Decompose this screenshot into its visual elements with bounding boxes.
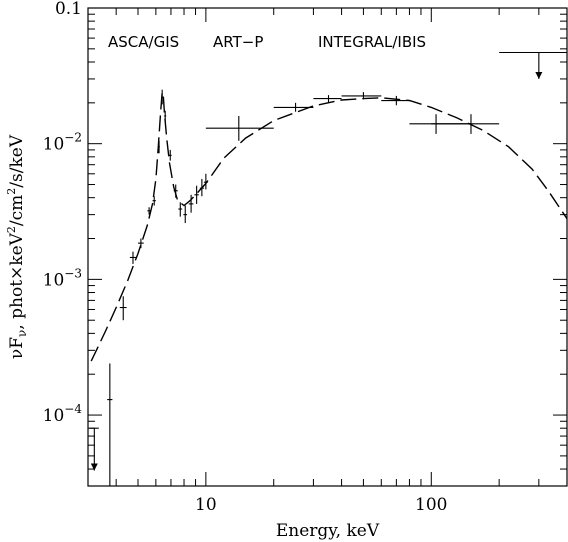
data-point bbox=[313, 95, 342, 103]
y-tick-label: 0.1 bbox=[55, 0, 82, 19]
y-axis-label-part: 2 bbox=[5, 188, 18, 195]
x-tick-label: 100 bbox=[415, 495, 447, 515]
data-point bbox=[152, 196, 156, 206]
data-points-layer bbox=[89, 51, 567, 486]
data-point bbox=[168, 149, 172, 161]
down-arrow-icon bbox=[90, 463, 98, 471]
data-point bbox=[203, 173, 208, 190]
data-point bbox=[129, 251, 137, 264]
data-point bbox=[273, 102, 314, 112]
model-curve-layer bbox=[90, 91, 568, 362]
tick-labels-layer: 10 100 0.1 10−2 10−3 10−4 bbox=[43, 0, 448, 515]
data-point bbox=[158, 140, 160, 154]
data-point bbox=[341, 92, 382, 100]
y-axis-label-part: /s/keV bbox=[7, 134, 27, 188]
y-axis-label: νFν, phot×keV2/cm2/s/keV bbox=[5, 134, 29, 359]
annotation-art-p: ART−P bbox=[213, 33, 263, 51]
data-point bbox=[205, 115, 274, 141]
upper-limit bbox=[89, 427, 99, 471]
data-point bbox=[161, 89, 164, 105]
plot-frame bbox=[87, 7, 568, 487]
y-axis-label-part: , phot×keV bbox=[7, 232, 27, 329]
data-point bbox=[107, 363, 113, 486]
x-tick-label: 10 bbox=[195, 495, 217, 515]
y-tick-label: 10−3 bbox=[43, 266, 82, 290]
data-point bbox=[199, 178, 204, 197]
down-arrow-icon bbox=[535, 71, 543, 79]
data-point bbox=[194, 185, 199, 204]
upper-limit bbox=[499, 51, 567, 79]
data-point bbox=[164, 110, 167, 122]
data-point bbox=[183, 205, 188, 224]
data-point bbox=[188, 194, 194, 213]
data-point bbox=[381, 95, 410, 106]
y-tick-label: 10−2 bbox=[43, 131, 82, 155]
annotation-asca-gis: ASCA/GIS bbox=[108, 33, 179, 51]
data-point bbox=[431, 114, 500, 134]
x-axis-label: Energy, keV bbox=[276, 521, 380, 541]
model-curve bbox=[90, 91, 568, 362]
data-point bbox=[178, 202, 183, 217]
y-axis-label-part: 2 bbox=[5, 226, 18, 233]
y-tick-label: 10−4 bbox=[43, 402, 83, 426]
data-point bbox=[173, 184, 178, 198]
y-axis-label-part: /cm bbox=[7, 195, 27, 226]
data-point bbox=[138, 238, 144, 249]
data-point bbox=[119, 296, 127, 321]
y-axis-label-part: ν bbox=[15, 330, 29, 337]
tick-marks bbox=[87, 7, 568, 487]
data-point bbox=[147, 207, 151, 215]
y-axis-label-part: νF bbox=[7, 337, 27, 359]
annotation-integral-ibis: INTEGRAL/IBIS bbox=[318, 33, 426, 51]
